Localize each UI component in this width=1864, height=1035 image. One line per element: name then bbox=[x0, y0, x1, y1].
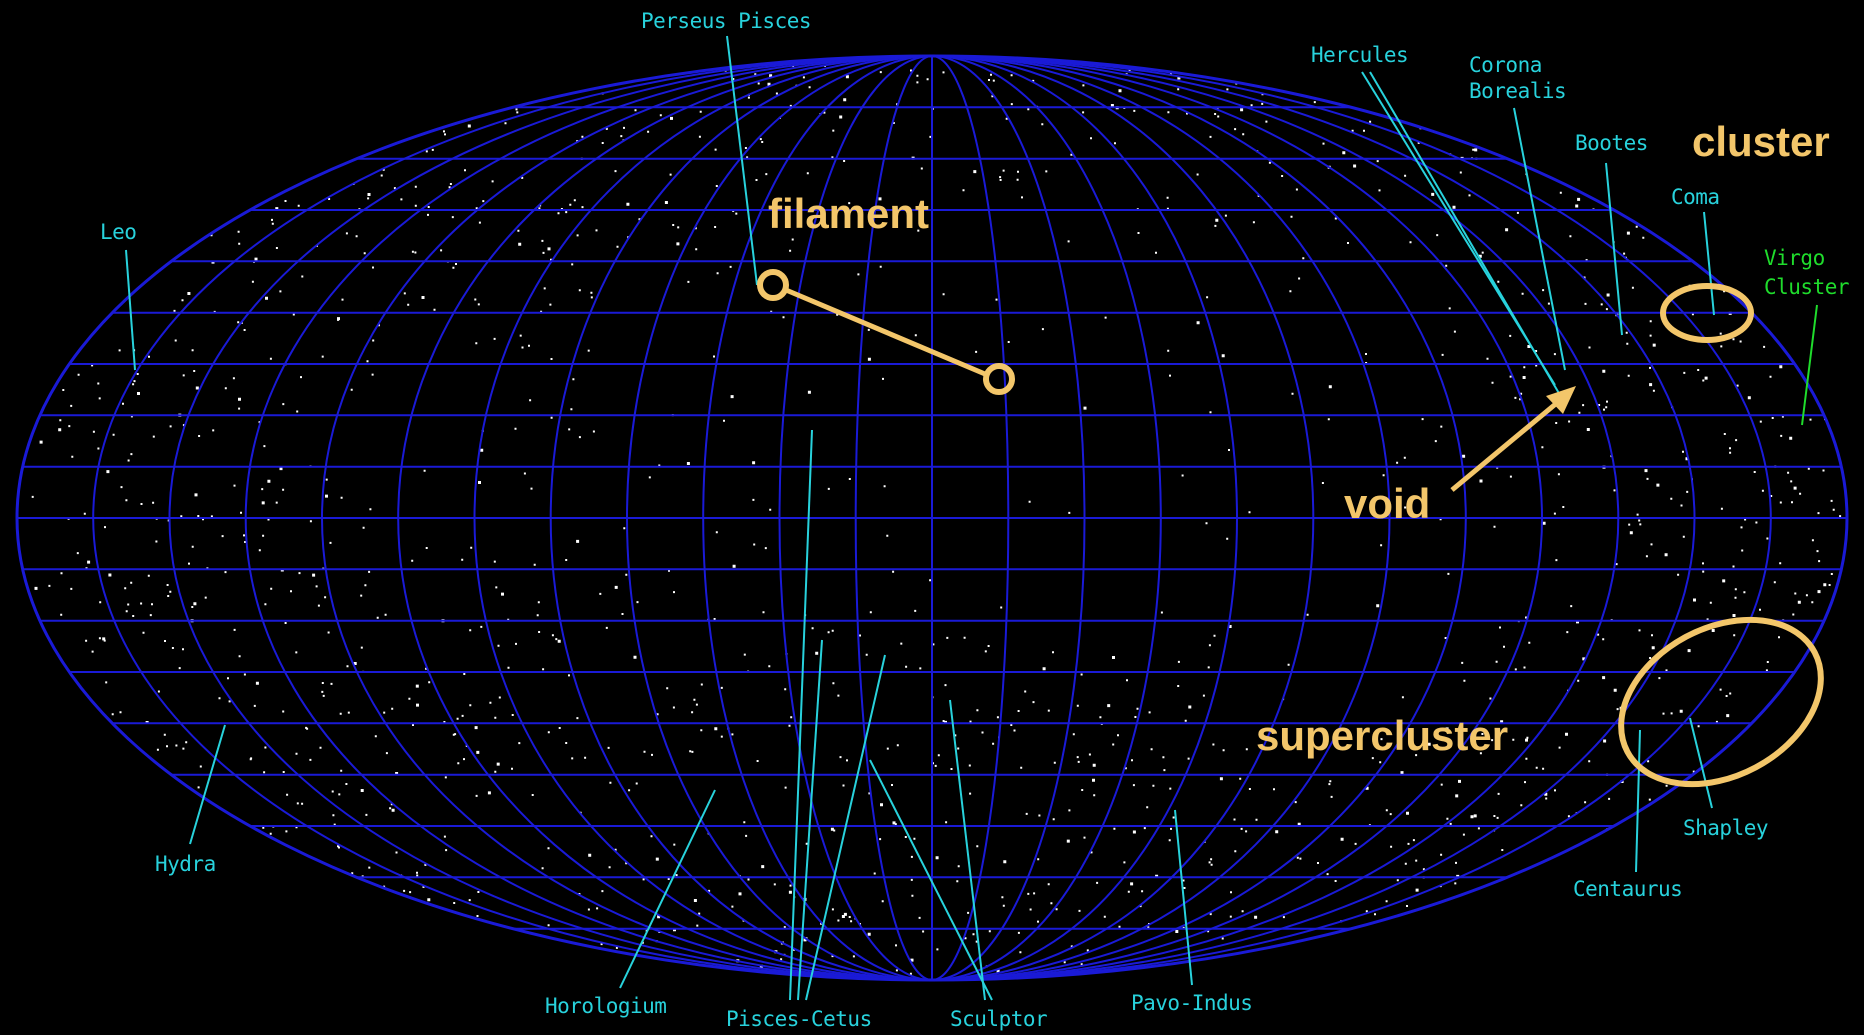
leader-pavo-indus bbox=[1174, 809, 1193, 986]
label-pisces-cetus: Pisces-Cetus bbox=[726, 1007, 872, 1031]
leader-centaurus bbox=[1635, 729, 1641, 873]
label-bootes: Bootes bbox=[1575, 131, 1648, 155]
annotation-void: void bbox=[1344, 480, 1431, 527]
label-hydra: Hydra bbox=[155, 852, 216, 876]
coordinate-grid bbox=[15, 54, 1849, 982]
label-corona-borealis-line1: Corona bbox=[1469, 53, 1542, 77]
leader-pisces-cetus-1 bbox=[789, 429, 813, 1001]
cluster-ellipse bbox=[1660, 283, 1754, 343]
filament-end-marker-right bbox=[983, 363, 1015, 395]
annotation-supercluster: supercluster bbox=[1256, 712, 1509, 759]
label-corona-borealis-line2: Borealis bbox=[1469, 79, 1567, 103]
leader-hydra bbox=[189, 724, 226, 845]
void-arrow-head bbox=[1546, 386, 1576, 414]
leader-coma bbox=[1703, 211, 1715, 316]
label-hercules: Hercules bbox=[1311, 43, 1409, 67]
leader-sculptor-2 bbox=[869, 759, 993, 1001]
label-shapley: Shapley bbox=[1683, 816, 1769, 840]
annotation-filament: filament bbox=[768, 190, 930, 237]
label-virgo-line2: Cluster bbox=[1764, 275, 1850, 299]
label-sculptor: Sculptor bbox=[950, 1007, 1048, 1031]
label-leo: Leo bbox=[100, 220, 137, 244]
label-horologium: Horologium bbox=[545, 994, 667, 1018]
map-outline bbox=[15, 54, 1849, 982]
supercluster-ellipse bbox=[1618, 616, 1824, 788]
label-pavo-indus: Pavo-Indus bbox=[1131, 991, 1253, 1015]
annotation-shapes bbox=[757, 269, 1824, 788]
leader-shapley bbox=[1689, 717, 1713, 809]
leader-pisces-cetus-2 bbox=[797, 639, 823, 1001]
label-perseus-pisces: Perseus Pisces bbox=[641, 9, 812, 33]
leader-pisces-cetus-3 bbox=[805, 654, 886, 1001]
leader-bootes bbox=[1605, 162, 1623, 336]
leader-leo bbox=[125, 249, 136, 371]
label-centaurus: Centaurus bbox=[1573, 877, 1683, 901]
leader-virgo bbox=[1801, 304, 1818, 426]
annotation-cluster: cluster bbox=[1692, 118, 1830, 165]
leader-perseus-pisces bbox=[726, 35, 758, 286]
region-leader-lines bbox=[125, 35, 1818, 1001]
label-coma: Coma bbox=[1671, 185, 1720, 209]
leader-corona-borealis bbox=[1513, 107, 1566, 371]
label-virgo-line1: Virgo bbox=[1764, 246, 1825, 270]
leader-horologium bbox=[619, 789, 716, 989]
leader-hercules-2 bbox=[1369, 71, 1561, 396]
filament-end-marker-left bbox=[757, 269, 789, 301]
void-arrow-shaft bbox=[1450, 400, 1560, 492]
filament-connector bbox=[785, 287, 986, 377]
leader-sculptor-1 bbox=[949, 699, 986, 1001]
